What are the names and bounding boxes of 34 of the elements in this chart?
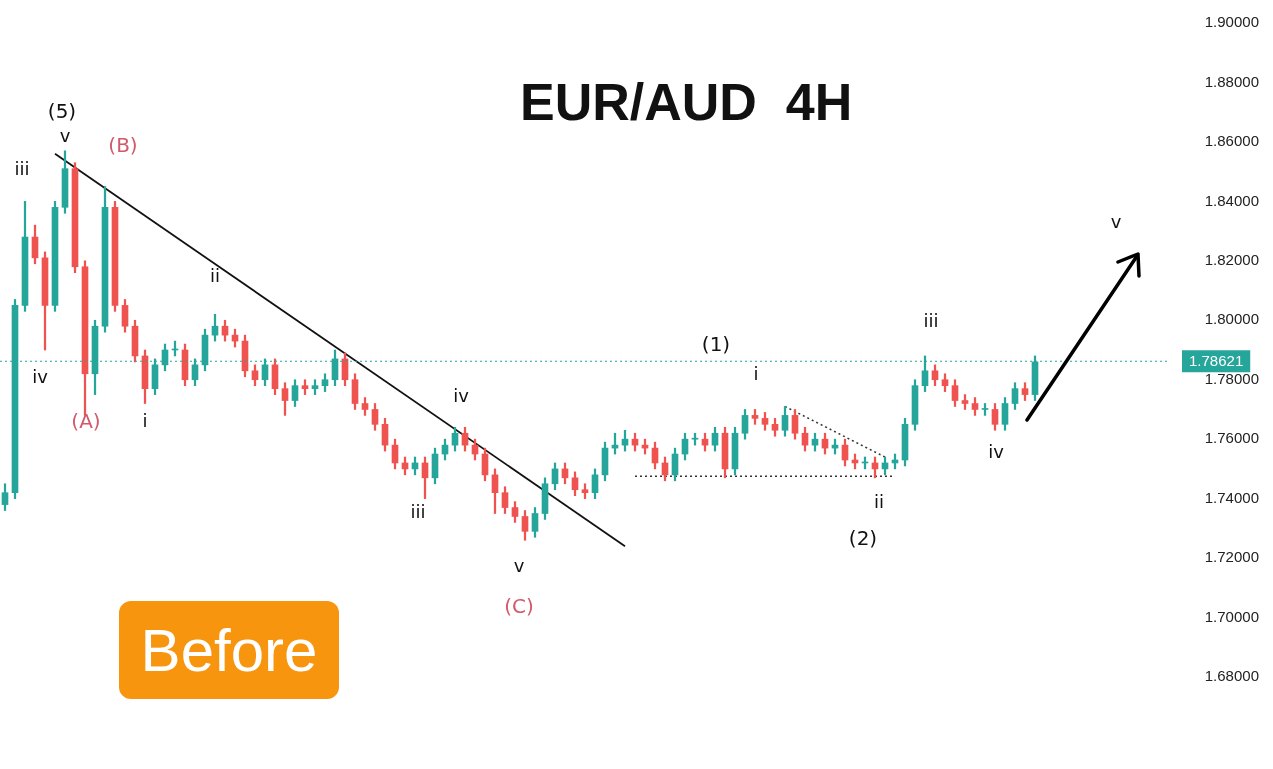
annotation: (A) — [71, 409, 101, 434]
annotation: iv — [988, 440, 1005, 462]
annotation: i — [142, 409, 148, 431]
annotation: Before — [119, 601, 339, 699]
annotation: v — [1110, 210, 1122, 232]
y-tick-label: 1.80000 — [1204, 310, 1259, 328]
y-tick-label: 1.84000 — [1204, 191, 1259, 209]
annotation: v — [513, 554, 525, 576]
annotation: (1) — [701, 332, 731, 357]
annotation: iv — [32, 365, 49, 387]
y-tick-label: 1.90000 — [1204, 13, 1259, 31]
text: EUR/AUD 4H — [520, 72, 853, 132]
y-tick-label: 1.86000 — [1204, 132, 1259, 150]
y-tick-label: 1.76000 — [1204, 429, 1259, 447]
annotation: ii — [873, 490, 885, 512]
annotation: iii — [14, 157, 30, 179]
y-tick-label: 1.74000 — [1204, 488, 1259, 506]
annotation: iii — [923, 309, 939, 331]
annotation: v — [59, 124, 71, 146]
y-tick-label: 1.88000 — [1204, 72, 1259, 90]
annotation: (2) — [848, 526, 878, 551]
y-tick-label: 1.82000 — [1204, 250, 1259, 268]
annotation: iii — [410, 500, 426, 522]
annotation: iv — [453, 384, 470, 406]
annotation: (B) — [108, 133, 138, 158]
y-tick-label: 1.72000 — [1204, 548, 1259, 566]
annotation: (5) — [47, 99, 77, 124]
annotation: ii — [209, 264, 221, 286]
y-tick-label: 1.68000 — [1204, 667, 1259, 685]
y-tick-label: 1.70000 — [1204, 607, 1259, 625]
annotation: (C) — [504, 594, 534, 619]
annotation: i — [753, 362, 759, 384]
y-tick-label: 1.78000 — [1204, 369, 1259, 387]
ref-line-label: 1.78621 — [1189, 352, 1244, 370]
